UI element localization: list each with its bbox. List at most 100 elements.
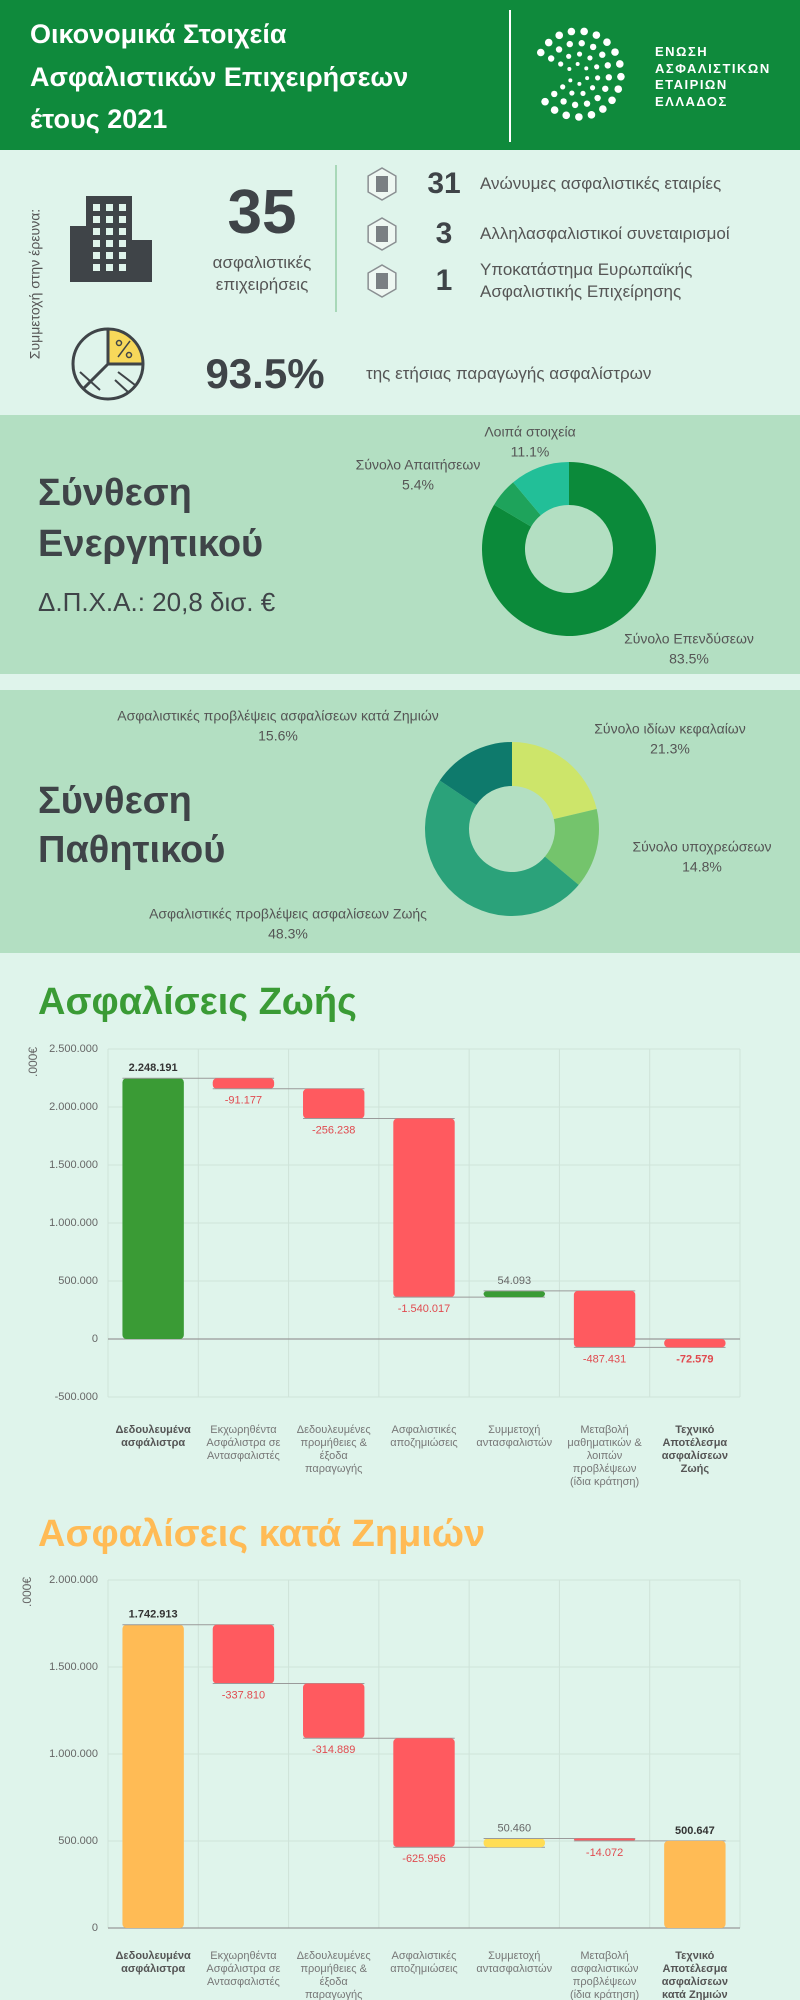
hex-building [376,273,388,289]
slice-value: 83.5% [669,651,709,667]
logo-dot [617,72,625,81]
header-band [0,0,800,150]
logo-text: ΕΝΩΣΗ [655,44,709,59]
slice-label: Λοιπά στοιχεία [484,424,575,440]
percent-glyph [115,339,123,347]
logo-dot [595,75,601,81]
logo-dot [541,97,549,106]
window [119,240,126,247]
bar [122,1078,184,1339]
window [106,228,113,235]
value-label: -91.177 [225,1095,262,1107]
value-label: -337.810 [222,1689,265,1701]
company-count: 3 [435,217,453,250]
window [119,252,126,259]
logo-dot [567,67,572,71]
slice-label: Σύνολο ιδίων κεφαλαίων [594,721,745,737]
x-tick-label: Δεδουλευμένες προμήθειες & έξοδα παραγωγ… [296,1950,371,2000]
donut-slice [512,742,597,820]
logo-dot [611,48,619,56]
value-label: -314.889 [312,1744,355,1756]
bar [483,1838,545,1848]
window [93,216,100,223]
donut-slice [481,462,656,636]
logo-dot [566,40,573,48]
logo-dot [616,60,624,68]
logo-dot [587,111,596,119]
pie-icon-hatch [79,371,101,391]
logo-dot [560,98,567,105]
value-label: -256.238 [312,1124,355,1136]
logo-dot [578,40,585,47]
share-label: της ετήσιας παραγωγής ασφαλίστρων [366,364,652,383]
chart-title: Ασφαλίσεις κατά Ζημιών [38,1513,485,1555]
logo-dot [550,106,559,114]
slice-value: 21.3% [650,741,690,757]
value-label: 2.248.191 [129,1062,178,1074]
logo-mark [536,27,625,121]
value-label: -14.072 [586,1847,623,1859]
percent-glyph [117,340,131,358]
donut-slice [544,808,599,885]
logo-text: ΕΛΛΑΔΟΣ [655,94,728,109]
window [106,240,113,247]
x-tick-label: Συμμετοχή αντασφαλιστών [476,1424,553,1449]
logo-dot [580,27,588,36]
x-tick-label: Τεχνικό Αποτέλεσμα ασφαλίσεων κατά Ζημιώ… [661,1950,728,2000]
logo-dot [594,64,600,70]
bar [573,1290,636,1348]
x-tick-label: Ασφαλιστικές αποζημιώσεις [390,1950,458,1975]
assets-band [0,415,800,674]
bar [212,1624,275,1684]
window [106,264,113,271]
total-label: ασφαλιστικές επιχειρήσεις [212,253,312,294]
y-tick-label: 1.000.000 [49,1217,98,1229]
header-title: Ασφαλιστικών Επιχειρήσεων [30,62,409,92]
value-label: 1.742.913 [129,1609,178,1621]
value-label: 54.093 [497,1275,531,1287]
logo-dot [603,38,611,47]
bar [303,1088,365,1119]
window [106,204,113,211]
slice-value: 5.4% [402,477,434,493]
logo-dot [555,31,564,40]
slice-label: Σύνολο Απαιτήσεων [356,457,481,473]
x-tick-label: Εκχωρηθέντα Ασφάλιστρα σε Αντασφαλιστές [206,1950,281,1988]
logo-dot [594,94,601,102]
donut-slice [425,780,579,916]
logo-dot [599,51,606,58]
y-tick-label: 2.500.000 [49,1043,98,1055]
window [93,228,100,235]
chart-title: Ασφαλίσεις Ζωής [38,981,357,1023]
logo-dot [605,74,613,81]
company-icons [367,167,397,298]
slice-label: Σύνολο υποχρεώσεων [632,839,771,855]
bar [393,1118,455,1298]
logo-dot [547,55,555,62]
logo-dot [575,62,580,67]
participation-band [0,150,800,415]
logo-text: ΑΣΦΑΛΙΣΤΙΚΩΝ [655,61,771,76]
logo-dot [608,96,616,105]
donut-slice [513,462,569,516]
pie-icon-hatch [117,371,136,386]
logo-text: ΕΤΑΙΡΙΩΝ [655,77,728,92]
logo-dot [604,62,611,69]
y-tick-label: 2.000.000 [49,1574,98,1586]
y-tick-label: 0 [92,1922,98,1934]
window [106,252,113,259]
company-type: Ανώνυμες ασφαλιστικές εταιρίες [480,174,722,193]
x-tick-label: Μεταβολή μαθηματικών & λοιπών προβλέψεων… [567,1424,642,1488]
logo-dot [555,46,563,53]
logo-dot [566,53,572,59]
y-tick-label: -500.000 [55,1391,98,1403]
y-tick-label: 500.000 [58,1835,98,1847]
header-title: έτους 2021 [30,104,168,134]
pie-icon-line [81,362,110,391]
company-count: 31 [427,167,461,200]
share-value: 93.5% [205,350,325,397]
company-type: Υποκατάστημα Ευρωπαϊκής Ασφαλιστικής Επι… [480,260,693,301]
bar [573,1838,636,1841]
y-tick-label: 0 [92,1333,98,1345]
